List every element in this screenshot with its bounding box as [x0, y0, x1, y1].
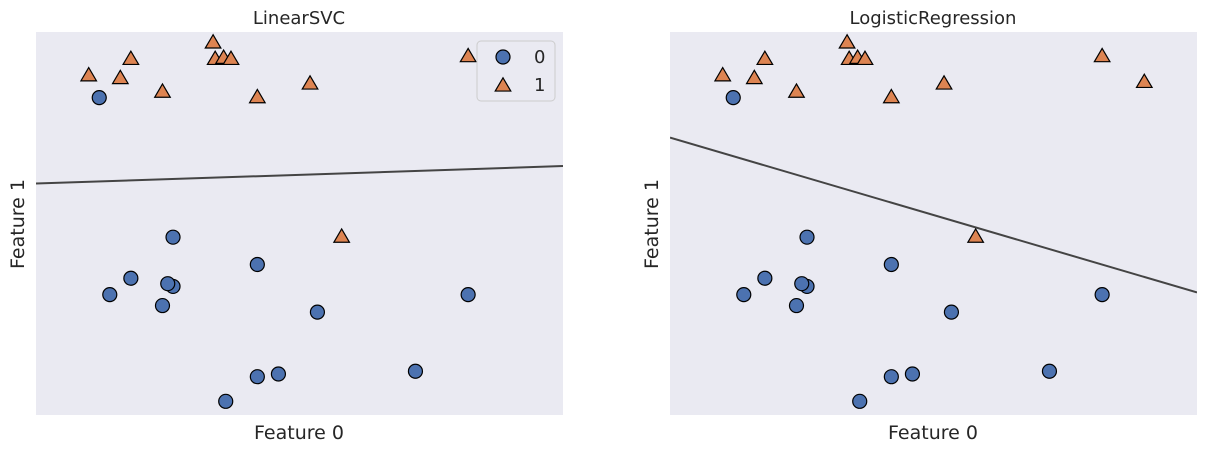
decision-boundary-layer: [670, 136, 1197, 294]
plot-area-background: [36, 32, 563, 415]
legend-marker-class-0: [495, 49, 511, 65]
plot-area-background: [670, 32, 1197, 415]
data-point-class-0: [794, 276, 810, 292]
y-axis-label: Feature 1: [7, 179, 29, 269]
data-point-class-1: [204, 33, 222, 49]
data-point-class-1: [111, 69, 130, 85]
data-point-class-1: [713, 66, 732, 82]
data-point-class-0: [123, 270, 139, 286]
data-point-class-1: [122, 49, 140, 66]
data-point-class-1: [787, 82, 806, 98]
data-point-class-0: [904, 366, 921, 382]
data-point-class-0: [788, 297, 805, 314]
data-point-class-0: [883, 256, 899, 273]
data-point-class-0: [91, 90, 107, 106]
data-point-class-0: [736, 287, 752, 303]
data-point-class-1: [79, 66, 98, 82]
data-point-class-1: [332, 227, 351, 243]
data-point-class-0: [270, 366, 287, 382]
data-point-class-1: [838, 33, 856, 49]
data-point-class-0: [309, 304, 326, 320]
data-point-class-0: [883, 369, 899, 385]
data-point-class-0: [407, 363, 424, 379]
data-point-class-0: [757, 270, 773, 286]
data-point-class-1: [756, 49, 774, 66]
legend-circle-marker: [495, 49, 511, 65]
data-point-class-1: [856, 49, 874, 66]
data-point-class-0: [154, 297, 171, 314]
legend-label-class-1: 1: [534, 75, 545, 96]
data-point-class-1: [966, 227, 985, 243]
data-point-class-0: [249, 369, 265, 385]
data-point-class-0: [852, 393, 868, 409]
data-points-layer: [79, 33, 520, 409]
decision-boundary-line: [36, 165, 563, 185]
data-point-class-0: [218, 393, 234, 409]
subplot-logisticregression: LogisticRegression Feature 0 Feature 1: [641, 8, 1197, 444]
data-point-class-1: [745, 69, 764, 85]
data-point-class-1: [882, 88, 901, 104]
data-point-class-1: [301, 74, 319, 90]
legend-label-class-0: 0: [534, 47, 545, 68]
data-point-class-0: [1041, 363, 1058, 379]
data-point-class-0: [943, 304, 960, 320]
data-point-class-0: [165, 229, 181, 245]
subplot-linearsvc: LinearSVC Feature 0 Feature 1 0 1: [7, 8, 563, 444]
decision-boundary-layer: [36, 165, 563, 185]
data-point-class-0: [799, 229, 815, 245]
x-axis-label: Feature 0: [888, 422, 978, 444]
data-point-class-1: [248, 88, 267, 104]
data-point-class-0: [102, 287, 118, 303]
data-point-class-1: [459, 47, 477, 63]
y-axis-label: Feature 1: [641, 179, 663, 269]
data-point-class-0: [249, 256, 265, 273]
data-point-class-1: [153, 82, 172, 98]
data-point-class-1: [935, 74, 953, 90]
chart-title: LinearSVC: [253, 8, 345, 29]
legend-marker-class-1: [494, 76, 512, 92]
data-point-class-1: [1093, 47, 1111, 63]
decision-boundary-line: [670, 136, 1197, 294]
data-point-class-0: [460, 287, 476, 303]
data-points-layer: [713, 33, 1154, 409]
x-axis-label: Feature 0: [254, 422, 344, 444]
chart-title: LogisticRegression: [850, 8, 1017, 29]
data-point-class-0: [1094, 287, 1110, 303]
legend: 0 1: [476, 40, 556, 102]
data-point-class-0: [725, 90, 741, 106]
legend-triangle-marker: [494, 76, 512, 92]
data-point-class-1: [222, 49, 240, 66]
data-point-class-0: [160, 276, 176, 292]
data-point-class-1: [1135, 72, 1154, 89]
